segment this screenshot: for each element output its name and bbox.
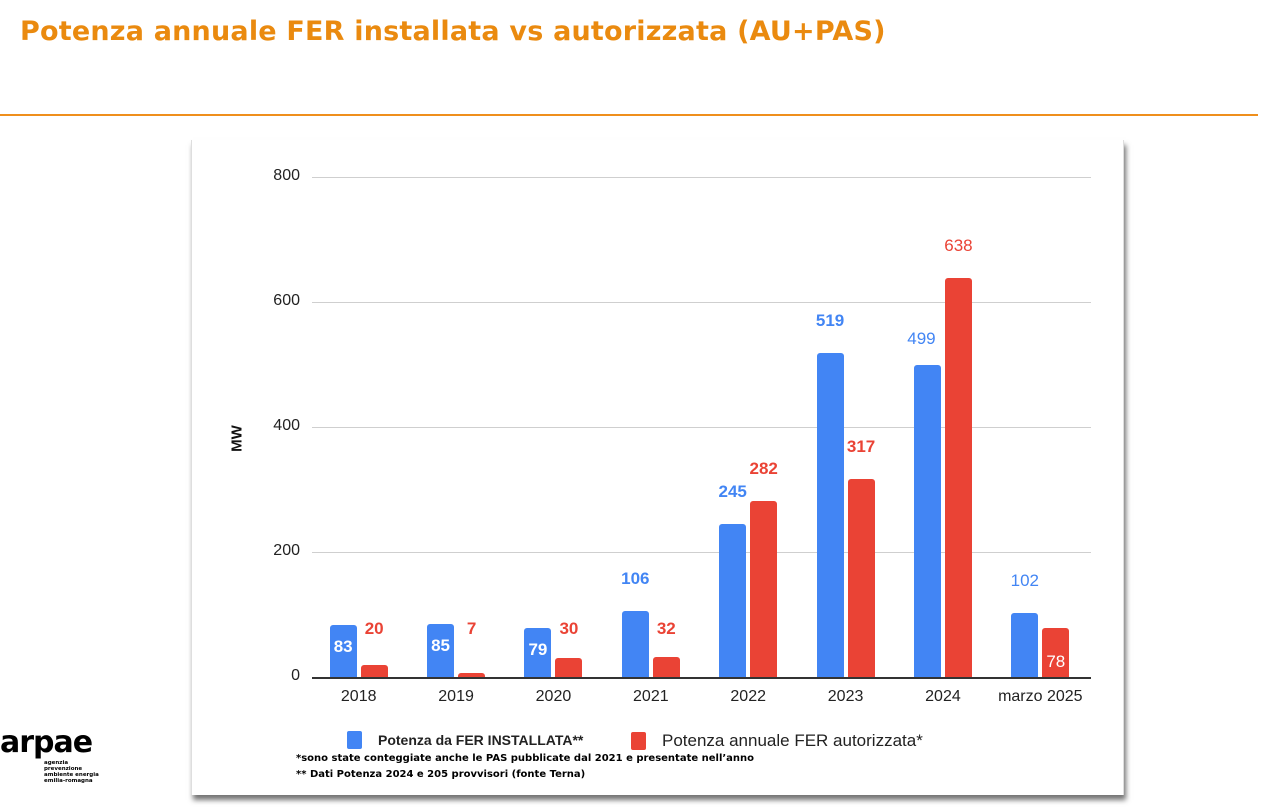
x-axis-baseline (312, 677, 1091, 679)
legend-label: Potenza annuale FER autorizzata* (662, 731, 923, 750)
x-tick-label: 2022 (730, 688, 766, 705)
page-title: Potenza annuale FER installata vs autori… (20, 16, 886, 47)
logo-tagline: agenzia prevenzione ambiente energia emi… (44, 760, 99, 784)
chart-container: 0 200 400 600 800 83 20 2018 85 7 2019 79 30 2020 106 3… (191, 140, 1124, 795)
bar-installata (1011, 613, 1039, 677)
bar-autorizzata (944, 278, 972, 677)
data-label: 32 (656, 619, 676, 638)
x-tick-label: 2023 (827, 688, 864, 705)
title-divider (0, 114, 1258, 116)
legend-swatch-blue (347, 731, 362, 749)
legend-item-autorizzata: Potenza annuale FER autorizzata* (631, 731, 923, 751)
footnote-pas: *sono state conteggiate anche le PAS pub… (296, 753, 755, 764)
y-tick-label: 200 (273, 542, 300, 559)
data-label: 102 (1010, 571, 1039, 591)
gridline (312, 427, 1091, 428)
footnote-terna: ** Dati Potenza 2024 e 205 provvisori (f… (296, 769, 586, 780)
data-label: 78 (1046, 652, 1066, 672)
data-label: 519 (815, 310, 845, 330)
bar-autorizzata (360, 664, 388, 677)
x-tick-label: 2018 (340, 688, 377, 705)
gridline (312, 552, 1091, 553)
data-label: 106 (621, 568, 650, 588)
logo-wordmark: arpae (0, 725, 93, 760)
legend-label: Potenza da FER INSTALLATA** (378, 732, 584, 748)
x-tick-label: marzo 2025 (998, 688, 1083, 705)
y-tick-label: 600 (273, 292, 300, 309)
data-label: 79 (528, 639, 548, 659)
bar-installata (524, 627, 552, 677)
bar-installata (427, 623, 455, 677)
bar-installata (913, 365, 941, 677)
bar-autorizzata (750, 500, 778, 677)
bar-autorizzata (458, 672, 486, 677)
data-label: 30 (559, 619, 579, 638)
y-tick-label: 800 (273, 167, 300, 184)
data-label: 85 (431, 635, 451, 655)
bar-autorizzata (847, 478, 875, 677)
x-tick-label: 2020 (535, 688, 572, 705)
arpae-logo: arpae agenzia prevenzione ambiente energ… (0, 725, 99, 785)
gridline (312, 177, 1091, 178)
legend-swatch-red (631, 732, 646, 750)
y-axis-label: MW (228, 425, 246, 452)
bar-installata (329, 625, 357, 677)
bar-autorizzata (652, 657, 680, 677)
bar-installata (719, 523, 747, 677)
data-label: 499 (907, 329, 936, 349)
y-tick-label: 400 (273, 417, 300, 434)
data-label: 282 (749, 458, 778, 478)
x-tick-label: 2021 (633, 688, 669, 705)
bar-autorizzata (555, 658, 583, 677)
x-tick-label: 2019 (438, 688, 474, 705)
data-label: 317 (846, 436, 876, 456)
x-tick-label: 2024 (925, 688, 961, 705)
y-tick-label: 0 (291, 667, 300, 684)
data-label: 83 (333, 637, 353, 657)
bar-installata (816, 352, 844, 677)
data-label: 638 (944, 236, 973, 256)
gridline (312, 302, 1091, 303)
data-label: 20 (364, 619, 384, 638)
legend-item-installata: Potenza da FER INSTALLATA** (347, 731, 583, 749)
data-label: 7 (466, 619, 477, 638)
bar-installata (621, 610, 649, 677)
data-label: 245 (718, 481, 747, 501)
bar-autorizzata (1042, 628, 1070, 677)
